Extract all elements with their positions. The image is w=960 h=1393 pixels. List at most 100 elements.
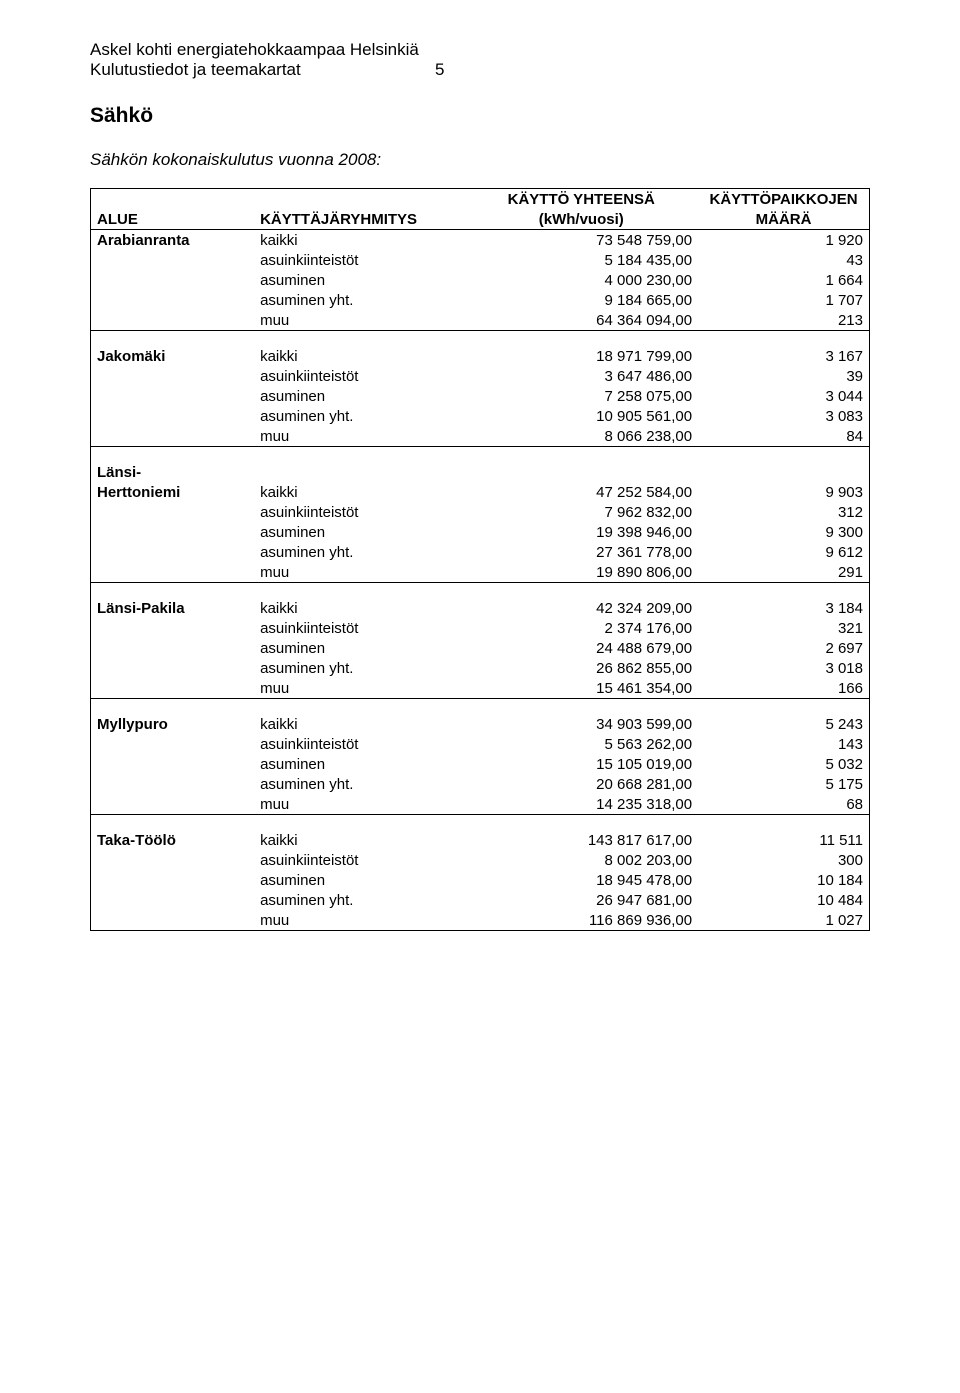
alue-cell [91,638,255,658]
page-number: 5 [435,60,444,80]
row-value-kwh: 18 971 799,00 [464,346,698,366]
th-empty [254,189,464,210]
row-value-kwh: 3 647 486,00 [464,366,698,386]
empty-cell [464,462,698,482]
row-label: asuminen [254,870,464,890]
row-value-count: 3 018 [698,658,869,678]
empty-cell [698,462,869,482]
row-label: asuminen yht. [254,774,464,794]
row-label: muu [254,562,464,583]
spacer-cell [254,815,464,831]
row-label: asuminen [254,754,464,774]
row-value-count: 10 484 [698,890,869,910]
row-value-kwh: 5 563 262,00 [464,734,698,754]
alue-cell: Arabianranta [91,230,255,251]
row-label: muu [254,910,464,931]
row-value-kwh: 26 862 855,00 [464,658,698,678]
alue-cell [91,310,255,331]
alue-cell [91,270,255,290]
spacer-cell [698,815,869,831]
row-label: asuinkiinteistöt [254,850,464,870]
row-value-count: 3 083 [698,406,869,426]
row-label: asuminen yht. [254,290,464,310]
row-label: kaikki [254,230,464,251]
row-value-kwh: 9 184 665,00 [464,290,698,310]
row-value-kwh: 8 066 238,00 [464,426,698,447]
row-value-kwh: 10 905 561,00 [464,406,698,426]
empty-cell [254,462,464,482]
alue-cell [91,850,255,870]
row-value-kwh: 7 258 075,00 [464,386,698,406]
row-label: muu [254,794,464,815]
data-table: KÄYTTÖ YHTEENSÄ KÄYTTÖPAIKKOJEN ALUE KÄY… [90,188,870,931]
row-value-kwh: 15 105 019,00 [464,754,698,774]
row-label: muu [254,678,464,699]
row-value-count: 5 032 [698,754,869,774]
row-label: kaikki [254,830,464,850]
alue-cell [91,734,255,754]
row-value-kwh: 42 324 209,00 [464,598,698,618]
row-value-kwh: 18 945 478,00 [464,870,698,890]
section-subtitle: Sähkön kokonaiskulutus vuonna 2008: [90,150,870,170]
row-label: asuminen [254,522,464,542]
row-value-count: 9 903 [698,482,869,502]
row-label: muu [254,310,464,331]
alue-cell [91,890,255,910]
row-value-count: 3 167 [698,346,869,366]
spacer-cell [464,447,698,463]
alue-cell [91,522,255,542]
row-label: kaikki [254,598,464,618]
row-label: asuinkiinteistöt [254,734,464,754]
row-value-count: 5 175 [698,774,869,794]
row-value-kwh: 20 668 281,00 [464,774,698,794]
alue-cell: Herttoniemi [91,482,255,502]
row-value-count: 9 300 [698,522,869,542]
spacer-cell [91,815,255,831]
row-value-count: 300 [698,850,869,870]
row-value-kwh: 8 002 203,00 [464,850,698,870]
row-value-count: 84 [698,426,869,447]
row-value-count: 1 707 [698,290,869,310]
alue-cell [91,754,255,774]
row-label: asuminen yht. [254,890,464,910]
row-label: asuminen [254,638,464,658]
spacer-cell [91,583,255,599]
row-value-count: 1 027 [698,910,869,931]
row-label: asuminen yht. [254,542,464,562]
row-value-kwh: 4 000 230,00 [464,270,698,290]
row-label: asuminen yht. [254,406,464,426]
row-label: kaikki [254,346,464,366]
spacer-cell [91,699,255,715]
alue-cell: Länsi-Pakila [91,598,255,618]
row-value-kwh: 73 548 759,00 [464,230,698,251]
th-paik-line1: KÄYTTÖPAIKKOJEN [698,189,869,210]
spacer-cell [698,331,869,347]
spacer-cell [464,699,698,715]
spacer-cell [91,331,255,347]
alue-cell-line1: Länsi- [91,462,255,482]
row-value-count: 10 184 [698,870,869,890]
alue-cell [91,250,255,270]
alue-cell: Jakomäki [91,346,255,366]
spacer-cell [698,583,869,599]
spacer-cell [254,447,464,463]
row-label: asuinkiinteistöt [254,618,464,638]
spacer-cell [254,331,464,347]
row-label: kaikki [254,482,464,502]
row-value-kwh: 26 947 681,00 [464,890,698,910]
row-value-count: 39 [698,366,869,386]
row-label: asuinkiinteistöt [254,502,464,522]
row-value-kwh: 24 488 679,00 [464,638,698,658]
alue-cell [91,366,255,386]
alue-cell: Taka-Töölö [91,830,255,850]
th-yht-line1: KÄYTTÖ YHTEENSÄ [464,189,698,210]
row-value-kwh: 7 962 832,00 [464,502,698,522]
alue-cell [91,794,255,815]
spacer-cell [464,583,698,599]
row-value-count: 143 [698,734,869,754]
row-value-kwh: 15 461 354,00 [464,678,698,699]
spacer-cell [698,699,869,715]
row-value-kwh: 116 869 936,00 [464,910,698,931]
row-label: kaikki [254,714,464,734]
row-label: asuminen yht. [254,658,464,678]
